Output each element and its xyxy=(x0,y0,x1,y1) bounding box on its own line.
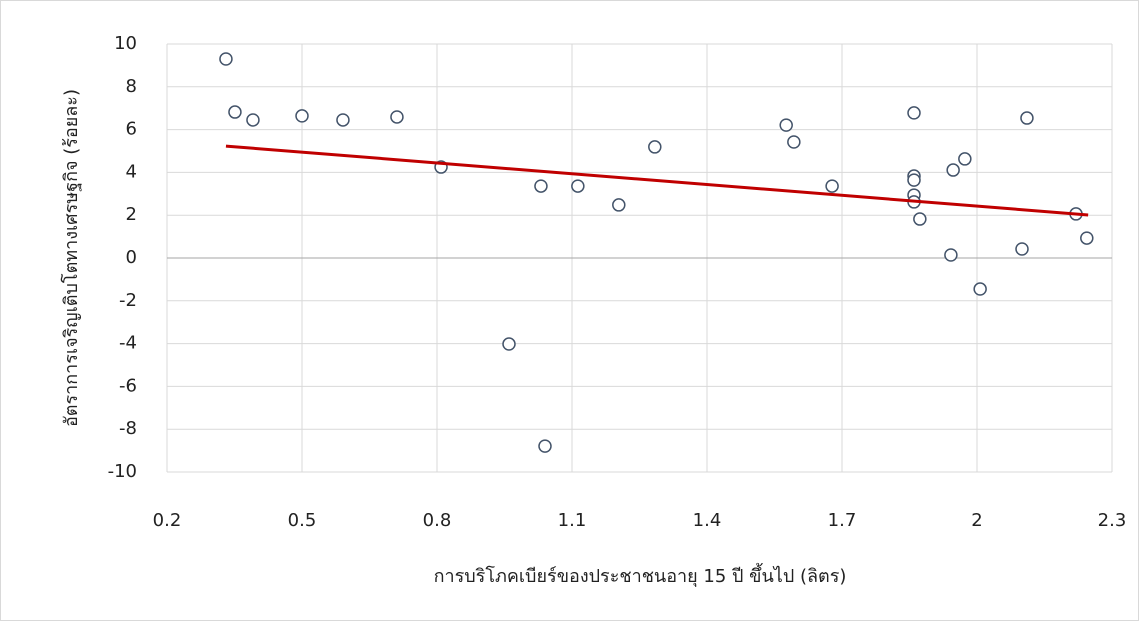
point xyxy=(907,106,921,120)
point xyxy=(1015,242,1029,256)
point xyxy=(246,113,260,127)
x-tick-label: 1.7 xyxy=(828,510,857,531)
trendline xyxy=(225,144,1089,217)
point xyxy=(944,248,958,262)
point xyxy=(973,282,987,296)
y-tick-label: 0 xyxy=(126,247,137,268)
point xyxy=(907,173,921,187)
y-tick-label: -4 xyxy=(119,333,137,354)
point xyxy=(946,163,960,177)
point xyxy=(612,198,626,212)
point xyxy=(295,109,309,123)
point xyxy=(571,179,585,193)
y-tick-label: 4 xyxy=(126,161,137,182)
y-tick-label: 2 xyxy=(126,204,137,225)
point xyxy=(219,52,233,66)
x-axis-label: การบริโภคเบียร์ของประชาชนอายุ 15 ปี ขึ้น… xyxy=(434,563,847,587)
y-tick-label: -6 xyxy=(119,375,137,396)
x-tick-label: 2.3 xyxy=(1098,510,1127,531)
point xyxy=(825,179,839,193)
point xyxy=(1080,231,1094,245)
x-tick-label: 0.5 xyxy=(288,510,317,531)
x-tick-label: 0.8 xyxy=(423,510,452,531)
chart-frame xyxy=(0,0,1139,621)
point xyxy=(913,212,927,226)
point xyxy=(390,110,404,124)
x-tick-label: 2 xyxy=(971,510,982,531)
point xyxy=(336,113,350,127)
point xyxy=(787,135,801,149)
point xyxy=(502,337,516,351)
point xyxy=(534,179,548,193)
y-tick-label: -10 xyxy=(108,461,137,482)
point xyxy=(779,118,793,132)
x-tick-label: 0.2 xyxy=(153,510,182,531)
x-tick-label: 1.1 xyxy=(558,510,587,531)
y-tick-label: 10 xyxy=(114,33,137,54)
point xyxy=(538,439,552,453)
point xyxy=(1020,111,1034,125)
x-tick-label: 1.4 xyxy=(693,510,722,531)
y-tick-label: -2 xyxy=(119,290,137,311)
y-axis-label: อัตราการเจริญเติบโตทางเศรษฐกิจ (ร้อยละ) xyxy=(60,89,82,427)
point xyxy=(648,140,662,154)
y-tick-label: 8 xyxy=(126,76,137,97)
point xyxy=(228,105,242,119)
y-tick-label: -8 xyxy=(119,418,137,439)
y-tick-label: 6 xyxy=(126,119,137,140)
point xyxy=(958,152,972,166)
